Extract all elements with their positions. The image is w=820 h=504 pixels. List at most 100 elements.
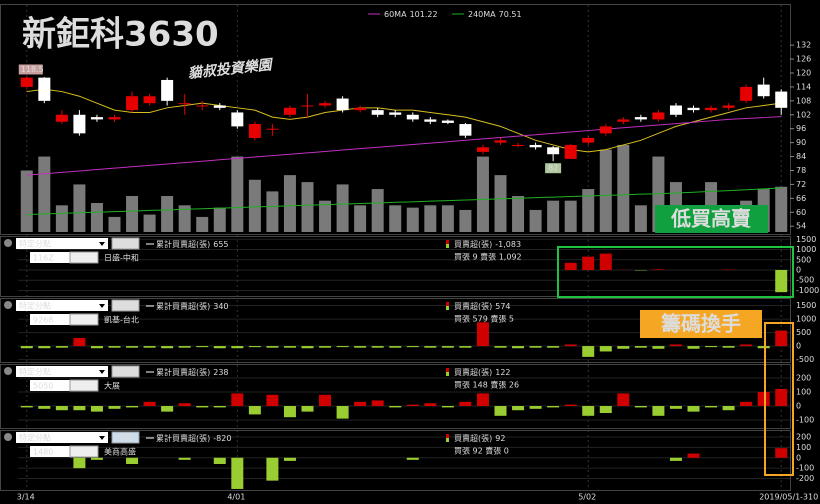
buy-sell: 買張 92 賣張 0 <box>454 446 509 456</box>
candle-body <box>617 119 630 122</box>
net-bar <box>652 346 665 349</box>
net-bar <box>687 453 700 458</box>
x-tick-label: 5/02 <box>578 493 596 502</box>
y-tick-label: 500 <box>796 328 811 337</box>
ma-line <box>26 88 782 153</box>
net-bar <box>582 346 595 357</box>
close-button[interactable] <box>4 367 12 375</box>
net-text: 買賣超(張) 574 <box>454 301 511 311</box>
candle-body <box>301 105 314 107</box>
net-bar <box>178 403 191 407</box>
selector-box[interactable] <box>16 238 108 249</box>
volume-bar <box>283 175 296 232</box>
candle-body <box>582 137 595 143</box>
net-bar <box>512 406 525 411</box>
volume-bar <box>564 200 577 232</box>
net-bar <box>459 346 472 348</box>
candle-body <box>126 96 139 111</box>
net-bar <box>73 457 86 469</box>
icon-buttons <box>69 445 99 458</box>
y-tick-label: 1500 <box>796 235 816 244</box>
track-button[interactable] <box>111 431 140 444</box>
y-tick-label: 54 <box>796 222 806 231</box>
y-tick-label: 90 <box>796 138 806 147</box>
close-button[interactable] <box>4 239 12 247</box>
broker-code-box[interactable] <box>30 380 70 391</box>
candle-body <box>336 98 349 111</box>
candle-body <box>73 114 86 134</box>
net-bar <box>336 406 349 419</box>
net-bar <box>424 403 437 407</box>
selector-box[interactable] <box>16 300 108 311</box>
net-bar <box>73 406 86 411</box>
net-text: 買賣超(張) -1,083 <box>454 239 521 249</box>
net-bar <box>178 346 191 348</box>
track-button[interactable] <box>111 237 140 250</box>
net-bar <box>266 346 279 348</box>
net-icon-up <box>446 368 449 372</box>
net-bar <box>196 406 209 408</box>
y-tick-label: 1000 <box>796 315 816 324</box>
net-bar <box>547 346 560 348</box>
volume-bar <box>441 205 454 232</box>
y-tick-label: 1500 <box>796 301 816 310</box>
y-tick-label: 100 <box>796 388 811 397</box>
net-bar <box>634 406 647 408</box>
volume-bar <box>634 205 647 232</box>
buy-sell: 買張 9 賣張 1,092 <box>454 252 522 262</box>
volume-bar <box>213 207 226 232</box>
candle-body <box>178 103 191 105</box>
icon-buttons <box>69 251 99 264</box>
legend-entry: 240MA 70.51 <box>468 10 522 19</box>
candle-body <box>38 77 51 101</box>
net-bar <box>73 337 86 347</box>
slogan2-box <box>640 310 762 338</box>
close-button[interactable] <box>4 301 12 309</box>
net-bar <box>441 346 454 348</box>
selector-box[interactable] <box>16 432 108 443</box>
selector: 特定分點 <box>19 239 51 249</box>
broker-code: 9268 <box>33 316 53 325</box>
net-bar <box>775 330 788 347</box>
slogan2: 籌碼換手 <box>661 312 741 336</box>
broker-name: 大展 <box>104 381 120 391</box>
volume-bar <box>582 189 595 232</box>
net-bar <box>231 393 244 407</box>
volume-bar <box>90 202 103 232</box>
net-icon-down <box>446 306 449 310</box>
axis-min-label: -310 <box>800 493 818 502</box>
y-tick-label: -500 <box>796 276 814 285</box>
net-value: 574 <box>495 302 510 311</box>
net-bar <box>319 346 332 348</box>
track-button[interactable] <box>111 365 140 378</box>
net-bar <box>354 346 367 348</box>
y-tick-label: 500 <box>796 255 811 264</box>
net-text: 買賣超(張) 122 <box>454 367 511 377</box>
volume-bar <box>389 205 402 232</box>
y-tick-label: 1000 <box>796 245 816 254</box>
net-bar <box>529 406 542 409</box>
net-value: 92 <box>495 434 505 443</box>
y-tick-label: 0 <box>796 402 801 411</box>
net-bar <box>38 406 51 409</box>
candle-body <box>213 105 226 108</box>
selector-box[interactable] <box>16 366 108 377</box>
candle-body <box>722 105 735 108</box>
track-button-label: 追蹤 <box>117 367 133 377</box>
broker-code-box[interactable] <box>30 446 70 457</box>
candle-body <box>757 84 770 97</box>
net-bar <box>161 406 174 412</box>
net-bar <box>441 406 454 408</box>
icon-buttons <box>69 379 99 392</box>
y-tick-label: 126 <box>796 55 811 64</box>
broker-code-box[interactable] <box>30 252 70 263</box>
track-button[interactable] <box>111 299 140 312</box>
net-bar <box>705 406 718 408</box>
net-bar <box>687 346 700 349</box>
net-bar <box>90 457 103 460</box>
candle-body <box>354 107 367 111</box>
candle-body <box>389 112 402 115</box>
close-button[interactable] <box>4 433 12 441</box>
net-bar <box>599 253 612 270</box>
broker-code-box[interactable] <box>30 314 70 325</box>
